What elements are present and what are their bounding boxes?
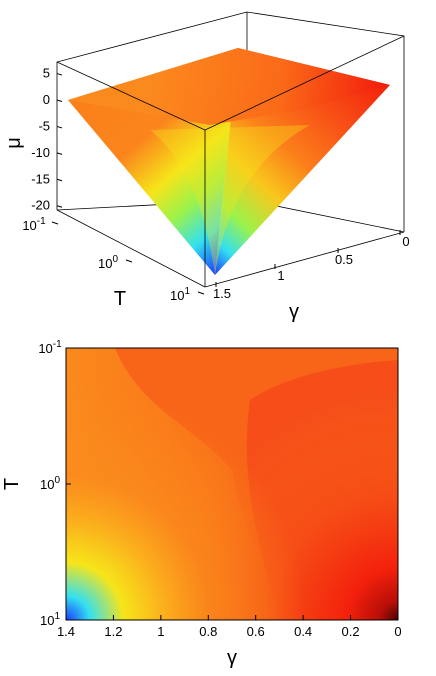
t-tick-mark-3d bbox=[197, 291, 205, 295]
gamma-tick-label: 0.8 bbox=[199, 624, 217, 639]
z-axis-ticks: 5 0 -5 -10 -15 -20 bbox=[31, 66, 63, 213]
gamma-axis-label-3d: γ bbox=[289, 301, 299, 323]
t-tick-label: 10-1 bbox=[38, 339, 62, 356]
gamma-tick-label: 0.2 bbox=[342, 624, 360, 639]
z-tick-mark bbox=[56, 99, 63, 102]
gamma-tick-label-3d: 1.5 bbox=[213, 286, 231, 301]
t-tick-label: 100 bbox=[40, 475, 60, 492]
z-tick-mark bbox=[56, 205, 63, 208]
gamma-tick-label: 0 bbox=[394, 624, 401, 639]
gamma-axis-ticks-3d: 1.5 1 0.5 0 bbox=[213, 230, 410, 301]
heatmap-field bbox=[66, 348, 398, 620]
gamma-tick-label-3d: 0 bbox=[402, 234, 409, 249]
gamma-tick-label-3d: 0.5 bbox=[335, 252, 353, 267]
gamma-tick-label: 0.4 bbox=[294, 624, 312, 639]
gamma-tick-label-3d: 1 bbox=[277, 268, 284, 283]
z-tick-label: 0 bbox=[43, 92, 50, 107]
z-tick-label: 5 bbox=[43, 66, 50, 81]
gamma-axis-label: γ bbox=[227, 647, 237, 669]
z-tick-mark bbox=[56, 125, 63, 129]
gamma-tick-label: 0.6 bbox=[247, 624, 265, 639]
surface-top-face bbox=[68, 48, 390, 125]
z-tick-label: -20 bbox=[31, 198, 50, 213]
gamma-tick-label: 1.2 bbox=[104, 624, 122, 639]
t-tick-label-3d: 100 bbox=[98, 254, 118, 271]
gamma-tick-label: 1 bbox=[157, 624, 164, 639]
surface-plot: 5 0 -5 -10 -15 -20 μ 10-1 100 101 T 1.5 1 0.5 0 γ bbox=[3, 11, 410, 323]
gamma-tick-label: 1.4 bbox=[57, 624, 75, 639]
surface-cusp-shading bbox=[150, 125, 310, 275]
box-front-top-right bbox=[204, 35, 405, 131]
z-tick-mark bbox=[56, 152, 63, 155]
t-axis-label-3d: T bbox=[114, 288, 126, 310]
t-tick-label-3d: 101 bbox=[170, 286, 190, 303]
box-front-top-left bbox=[56, 61, 206, 131]
gamma-axis-ticks: 1.4 1.2 1 0.8 0.6 0.4 0.2 0 bbox=[57, 615, 402, 639]
z-tick-label: -10 bbox=[31, 145, 50, 160]
t-axis-label: T bbox=[1, 478, 23, 490]
box-front-floor-right bbox=[204, 231, 405, 288]
z-tick-label: -5 bbox=[38, 118, 50, 133]
z-tick-mark bbox=[56, 73, 63, 76]
z-tick-label: -15 bbox=[31, 171, 50, 186]
z-tick-mark bbox=[56, 178, 63, 182]
z-axis-label: μ bbox=[3, 137, 25, 149]
box-front-floor-left bbox=[56, 209, 206, 288]
t-tick-mark-3d bbox=[51, 221, 59, 225]
t-tick-label-3d: 10-1 bbox=[22, 216, 46, 233]
t-tick-mark-3d bbox=[125, 259, 133, 263]
